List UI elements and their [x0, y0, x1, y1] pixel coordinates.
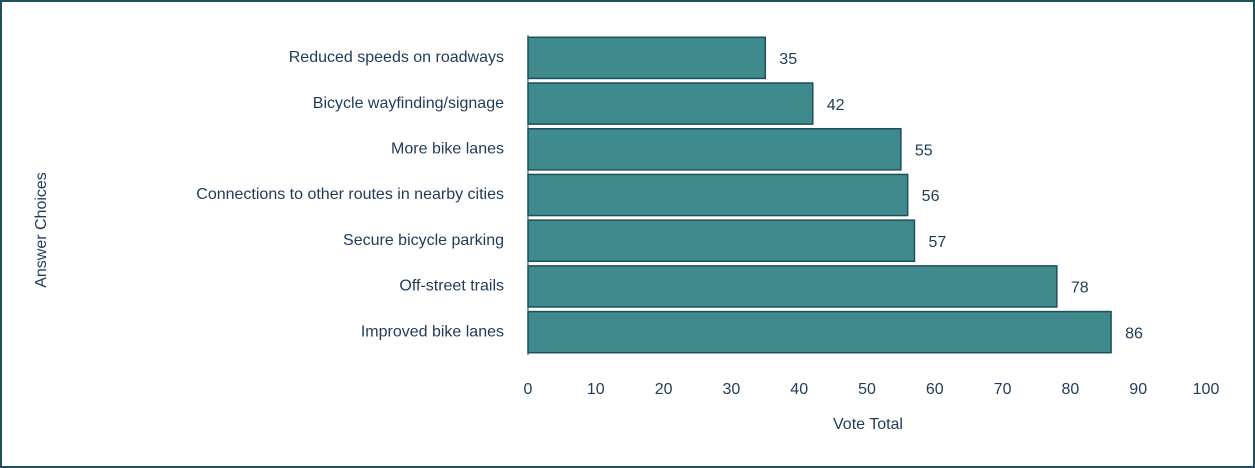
- y-tick-label: Reduced speeds on roadways: [289, 49, 504, 66]
- bar: [527, 127, 902, 171]
- data-label: 56: [922, 188, 940, 205]
- x-tick-label: 40: [790, 381, 808, 398]
- bar: [527, 219, 916, 263]
- x-tick-label: 0: [524, 381, 533, 398]
- x-axis-label: Vote Total: [833, 416, 903, 433]
- bar: [527, 82, 814, 125]
- x-tick-label: 20: [655, 381, 673, 398]
- data-label: 35: [779, 51, 797, 68]
- data-label: 86: [1125, 325, 1143, 342]
- data-label: 42: [827, 97, 845, 114]
- data-label: 57: [928, 234, 946, 251]
- bar: [527, 310, 1112, 354]
- x-tick-label: 30: [723, 381, 741, 398]
- y-axis-label: Answer Choices: [33, 172, 50, 288]
- x-tick-label: 50: [858, 381, 876, 398]
- bar: [527, 173, 909, 217]
- x-tick-label: 90: [1129, 381, 1147, 398]
- data-label: 55: [915, 143, 933, 160]
- y-tick-label: Bicycle wayfinding/signage: [313, 95, 504, 112]
- x-tick-label: 10: [587, 381, 605, 398]
- bar: [527, 265, 1058, 308]
- x-tick-label: 60: [926, 381, 944, 398]
- x-tick-label: 70: [994, 381, 1012, 398]
- bar: [527, 36, 767, 80]
- y-tick-label: Improved bike lanes: [361, 323, 504, 340]
- y-tick-label: More bike lanes: [391, 141, 504, 158]
- y-tick-label: Secure bicycle parking: [343, 232, 504, 249]
- x-tick-label: 100: [1193, 381, 1220, 398]
- y-tick-label: Connections to other routes in nearby ci…: [196, 186, 504, 203]
- y-tick-label: Off-street trails: [399, 278, 504, 295]
- x-tick-label: 80: [1062, 381, 1080, 398]
- data-label: 78: [1071, 280, 1089, 297]
